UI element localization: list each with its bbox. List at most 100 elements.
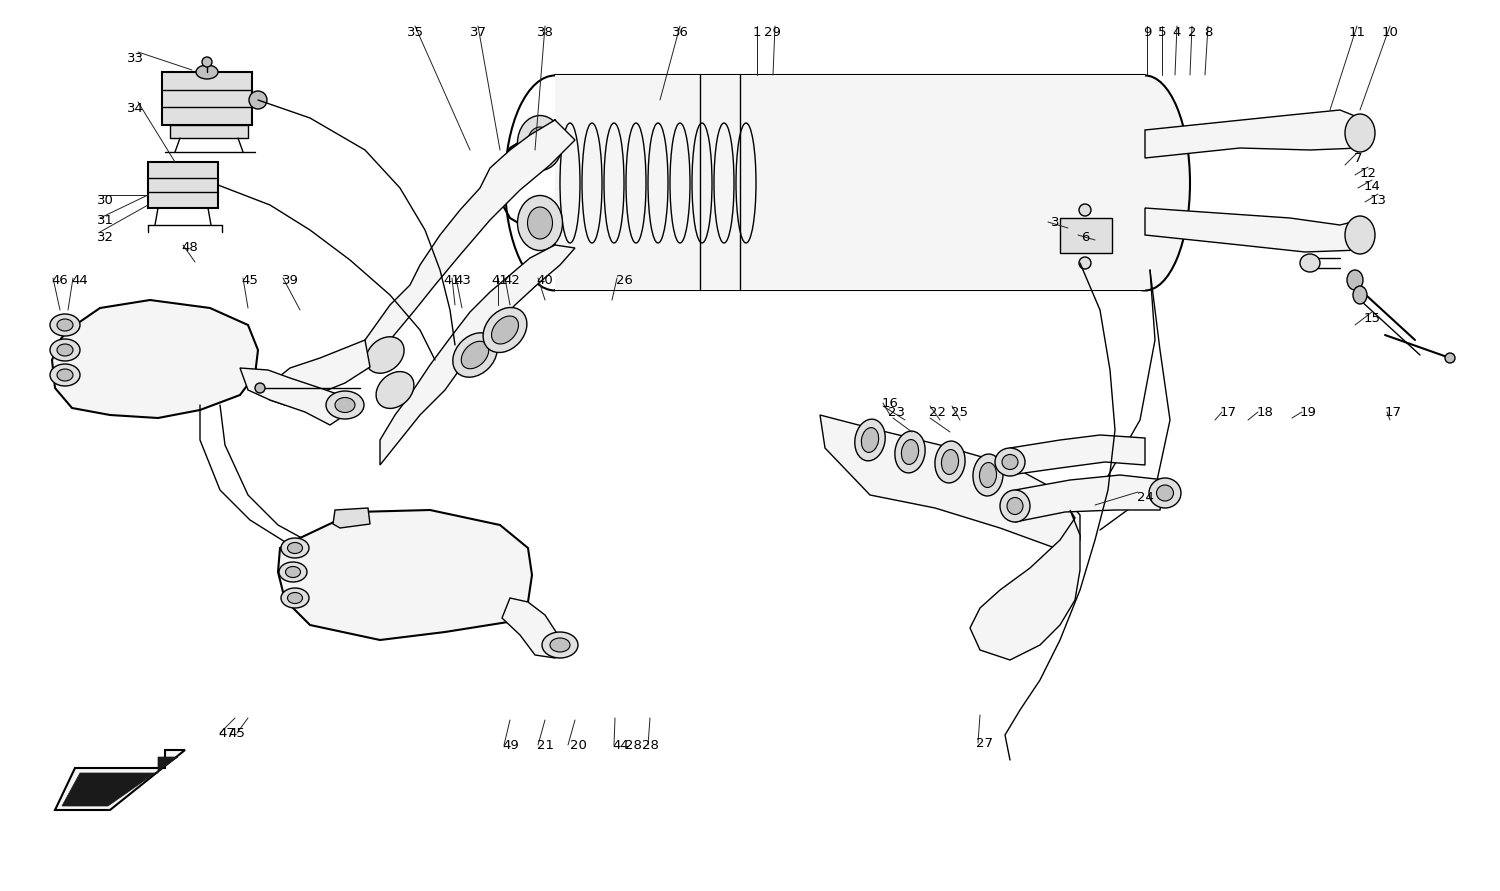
Text: 7: 7 <box>1353 151 1362 165</box>
Text: 10: 10 <box>1382 26 1398 38</box>
Text: 17: 17 <box>1384 405 1401 419</box>
Ellipse shape <box>366 337 404 373</box>
Text: 19: 19 <box>1299 405 1317 419</box>
Ellipse shape <box>528 127 552 159</box>
Polygon shape <box>1144 208 1360 252</box>
Text: 12: 12 <box>1359 167 1377 179</box>
Ellipse shape <box>288 543 303 553</box>
Ellipse shape <box>280 588 309 608</box>
Polygon shape <box>821 415 1080 548</box>
Text: 15: 15 <box>1364 312 1380 324</box>
Ellipse shape <box>528 207 552 239</box>
Text: 36: 36 <box>672 26 688 38</box>
Text: 44: 44 <box>612 739 630 751</box>
Ellipse shape <box>542 632 578 658</box>
Ellipse shape <box>1156 485 1173 501</box>
Ellipse shape <box>1000 490 1030 522</box>
Text: 23: 23 <box>888 405 906 419</box>
Ellipse shape <box>50 339 80 361</box>
Ellipse shape <box>462 341 489 369</box>
Polygon shape <box>53 300 258 418</box>
Text: 28: 28 <box>624 739 642 751</box>
Text: 9: 9 <box>1143 26 1150 38</box>
Text: 44: 44 <box>72 274 88 287</box>
Ellipse shape <box>50 314 80 336</box>
Ellipse shape <box>1347 270 1364 290</box>
Text: 2: 2 <box>1188 26 1196 38</box>
Text: 6: 6 <box>1082 231 1089 243</box>
Text: 26: 26 <box>615 274 633 287</box>
Text: 38: 38 <box>537 26 554 38</box>
Polygon shape <box>240 368 345 425</box>
Polygon shape <box>364 120 574 370</box>
Text: 48: 48 <box>182 241 198 254</box>
Text: 28: 28 <box>642 739 658 751</box>
Polygon shape <box>1010 435 1144 475</box>
Ellipse shape <box>483 307 526 353</box>
Text: 4: 4 <box>1173 26 1180 38</box>
Text: 32: 32 <box>96 231 114 243</box>
Polygon shape <box>170 125 248 138</box>
Ellipse shape <box>518 116 562 170</box>
Polygon shape <box>270 340 370 405</box>
Ellipse shape <box>861 428 879 453</box>
Ellipse shape <box>1444 353 1455 363</box>
Text: 39: 39 <box>282 274 298 287</box>
Text: 41: 41 <box>492 274 508 287</box>
Text: 40: 40 <box>537 274 554 287</box>
Polygon shape <box>148 162 217 208</box>
Polygon shape <box>333 508 370 528</box>
Ellipse shape <box>1078 204 1090 216</box>
Ellipse shape <box>1007 497 1023 514</box>
Ellipse shape <box>326 391 364 419</box>
Ellipse shape <box>902 439 918 464</box>
Text: 3: 3 <box>1050 216 1059 228</box>
Ellipse shape <box>255 383 266 393</box>
Text: 45: 45 <box>242 274 258 287</box>
Text: 42: 42 <box>504 274 520 287</box>
Text: 49: 49 <box>503 739 519 751</box>
Polygon shape <box>62 757 178 806</box>
Text: 41: 41 <box>444 274 460 287</box>
Ellipse shape <box>196 65 217 79</box>
Ellipse shape <box>942 450 958 475</box>
Polygon shape <box>1144 110 1360 158</box>
Ellipse shape <box>994 448 1024 476</box>
Text: 35: 35 <box>406 26 423 38</box>
Text: 30: 30 <box>96 193 114 207</box>
Ellipse shape <box>1002 454 1019 470</box>
Text: 25: 25 <box>951 405 969 419</box>
Ellipse shape <box>855 419 885 461</box>
Ellipse shape <box>1346 114 1376 152</box>
Ellipse shape <box>285 567 300 577</box>
Ellipse shape <box>1300 254 1320 272</box>
Ellipse shape <box>288 593 303 603</box>
Text: 8: 8 <box>1204 26 1212 38</box>
Text: 31: 31 <box>96 214 114 226</box>
Ellipse shape <box>57 319 74 331</box>
Polygon shape <box>503 598 560 658</box>
Ellipse shape <box>453 333 497 377</box>
Polygon shape <box>970 510 1080 660</box>
Ellipse shape <box>974 454 1004 496</box>
Text: 45: 45 <box>228 726 246 740</box>
Ellipse shape <box>492 316 519 344</box>
Text: 20: 20 <box>570 739 586 751</box>
Ellipse shape <box>1149 478 1180 508</box>
Text: 27: 27 <box>976 737 993 749</box>
Ellipse shape <box>518 195 562 250</box>
Ellipse shape <box>376 372 414 408</box>
Ellipse shape <box>57 369 74 381</box>
Ellipse shape <box>1078 257 1090 269</box>
Text: 1: 1 <box>753 26 760 38</box>
Ellipse shape <box>334 397 356 413</box>
Ellipse shape <box>280 538 309 558</box>
Polygon shape <box>1016 475 1166 522</box>
Ellipse shape <box>202 57 211 67</box>
Ellipse shape <box>279 562 308 582</box>
Ellipse shape <box>1353 286 1366 304</box>
Text: 46: 46 <box>51 274 69 287</box>
Ellipse shape <box>980 462 996 487</box>
Text: 47: 47 <box>219 726 236 740</box>
Ellipse shape <box>57 344 74 356</box>
